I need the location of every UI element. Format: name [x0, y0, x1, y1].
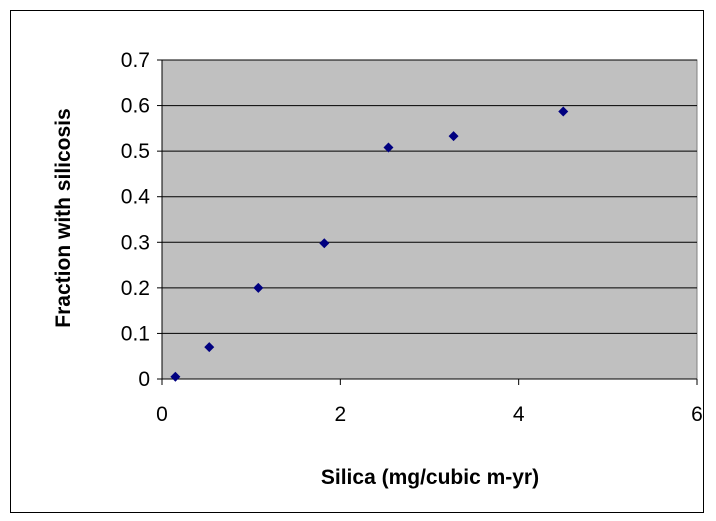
y-tick-label: 0.1	[121, 322, 150, 345]
plot-area	[161, 59, 698, 380]
y-tick-label: 0.2	[121, 277, 150, 300]
y-tick-label: 0.6	[121, 95, 150, 118]
x-tick-labels: 0 2 4 6	[156, 403, 703, 426]
y-tick-label: 0.7	[121, 49, 150, 72]
data-point	[204, 342, 215, 353]
x-tick-label: 4	[513, 403, 525, 426]
x-axis-title: Silica (mg/cubic m-yr)	[321, 466, 539, 489]
y-tick-label: 0	[138, 368, 150, 391]
data-point	[383, 142, 394, 153]
data-point	[448, 131, 459, 142]
data-point	[558, 106, 569, 117]
gridlines	[157, 59, 697, 380]
y-tick-label: 0.3	[121, 231, 150, 254]
data-point	[253, 282, 264, 293]
data-point	[170, 371, 181, 382]
y-tick-labels: 0 0.1 0.2 0.3 0.4 0.5 0.6 0.7	[121, 49, 151, 391]
x-tick-label: 2	[334, 403, 346, 426]
data-points	[170, 106, 569, 382]
x-tick-label: 6	[691, 403, 703, 426]
y-tick-label: 0.4	[121, 186, 151, 209]
y-tick-label: 0.5	[121, 140, 150, 163]
axes	[161, 60, 698, 385]
plot-background	[161, 59, 698, 380]
x-tick-label: 0	[156, 403, 168, 426]
data-point	[319, 238, 330, 249]
y-axis-title: Fraction with silicosis	[52, 108, 75, 327]
